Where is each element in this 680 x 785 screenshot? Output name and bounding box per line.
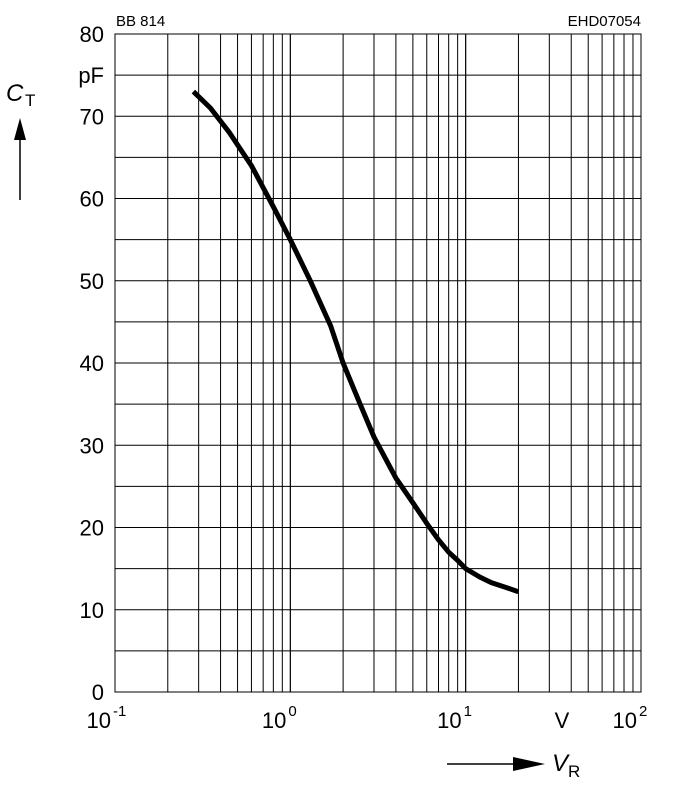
x-tick-labels: 10 -1 10 0 10 1 10 2 (87, 703, 648, 733)
x-axis-arrow-head (513, 757, 545, 771)
x-axis-symbol: V (552, 750, 570, 777)
y-axis-arrow-head (14, 118, 26, 140)
y-tick-labels: 0 10 20 30 40 50 60 70 80 (80, 22, 104, 705)
x-axis-subscript: R (568, 762, 580, 781)
x-tick-base: 10 (613, 708, 637, 733)
y-tick-label: 70 (80, 104, 104, 129)
x-tick-exponent: 0 (288, 703, 296, 720)
y-tick-label: 10 (80, 598, 104, 623)
y-axis-subscript: T (25, 91, 35, 110)
y-tick-label: 80 (80, 22, 104, 47)
x-tick-base: 10 (437, 708, 461, 733)
x-tick-base: 10 (262, 708, 286, 733)
y-tick-label: 30 (80, 433, 104, 458)
y-tick-label: 60 (80, 187, 104, 212)
y-tick-label: 40 (80, 351, 104, 376)
y-unit-label: pF (78, 63, 104, 88)
capacitance-curve (191, 89, 520, 595)
x-tick-exponent: -1 (113, 703, 126, 720)
x-tick-exponent: 1 (464, 703, 472, 720)
plot-frame (114, 33, 642, 693)
plot-grid (115, 34, 641, 692)
part-label: BB 814 (116, 13, 165, 30)
x-tick-base: 10 (87, 708, 111, 733)
y-tick-label: 50 (80, 269, 104, 294)
figure-code: EHD07054 (568, 13, 641, 30)
y-axis-symbol: C (6, 80, 24, 107)
x-unit-label: V (555, 708, 570, 733)
x-tick-exponent: 2 (639, 703, 647, 720)
y-tick-label: 20 (80, 516, 104, 541)
y-tick-label: 0 (92, 680, 104, 705)
